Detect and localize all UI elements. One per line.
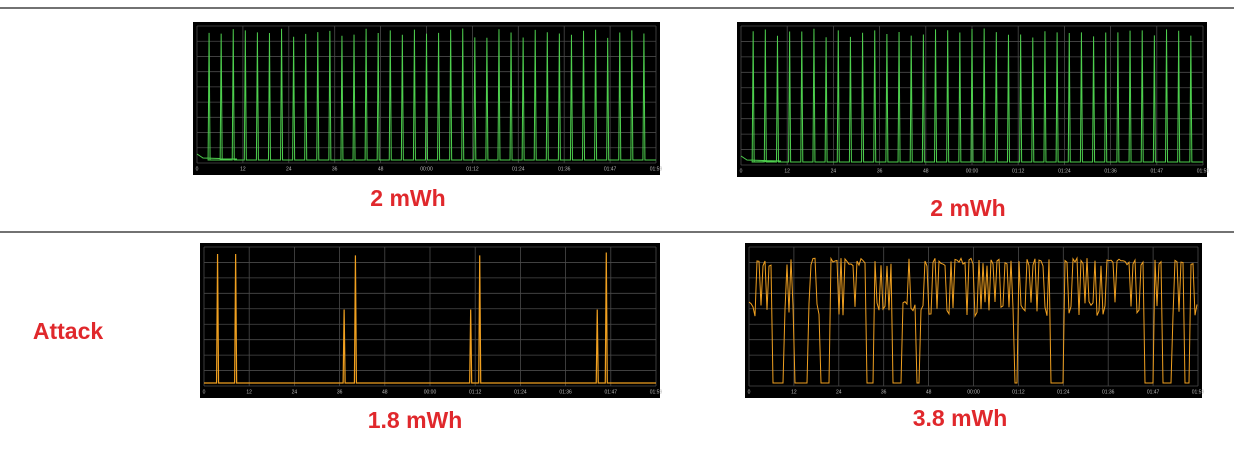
- tick-label: 0: [748, 389, 751, 395]
- tick-label: 01:47: [604, 166, 617, 172]
- tick-label: 01:59: [650, 166, 663, 172]
- tick-label: 36: [332, 166, 338, 172]
- panel-label: 2 mWh: [930, 195, 1005, 221]
- tick-label: 01:24: [512, 166, 525, 172]
- tick-label: 01:36: [1104, 168, 1117, 174]
- tick-label: 24: [292, 389, 298, 395]
- tick-label: 01:59: [650, 389, 663, 395]
- tick-label: 01:12: [469, 389, 482, 395]
- tick-label: 12: [246, 389, 252, 395]
- tick-label: 0: [196, 166, 199, 172]
- tick-label: 01:12: [1012, 168, 1025, 174]
- tick-label: 01:24: [1058, 168, 1071, 174]
- tick-label: 0: [203, 389, 206, 395]
- tick-label: 00:00: [424, 389, 437, 395]
- tick-label: 36: [877, 168, 883, 174]
- tick-label: 01:36: [559, 389, 572, 395]
- tick-label: 48: [926, 389, 932, 395]
- page: 2 mWh 2 mWh 1.8 mWh 3.8 mWh Attack 0 12 24…: [0, 0, 1234, 450]
- tick-label: 01:47: [605, 389, 618, 395]
- tick-label: 12: [240, 166, 246, 172]
- panel-label: 3.8 mWh: [913, 405, 1008, 431]
- tick-label: 01:59: [1197, 168, 1210, 174]
- tick-label: 24: [836, 389, 842, 395]
- panel-label: 2 mWh: [370, 185, 445, 211]
- tick-label: 48: [382, 389, 388, 395]
- figure: 2 mWh 2 mWh 1.8 mWh 3.8 mWh Attack 0 12 24…: [0, 0, 1234, 450]
- tick-label: 01:12: [1012, 389, 1025, 395]
- tick-label: 00:00: [420, 166, 433, 172]
- tick-label: 00:00: [967, 389, 980, 395]
- tick-label: 24: [831, 168, 837, 174]
- tick-label: 01:36: [1102, 389, 1115, 395]
- tick-label: 24: [286, 166, 292, 172]
- tick-label: 01:47: [1147, 389, 1160, 395]
- tick-label: 01:24: [514, 389, 527, 395]
- tick-label: 48: [923, 168, 929, 174]
- panel-label: 1.8 mWh: [368, 407, 463, 433]
- tick-label: 01:36: [558, 166, 571, 172]
- tick-label: 36: [881, 389, 887, 395]
- row-label: Attack: [33, 318, 104, 344]
- tick-label: 01:47: [1151, 168, 1164, 174]
- tick-label: 0: [740, 168, 743, 174]
- tick-label: 01:24: [1057, 389, 1070, 395]
- tick-label: 12: [791, 389, 797, 395]
- tick-label: 12: [784, 168, 790, 174]
- tick-label: 00:00: [966, 168, 979, 174]
- tick-label: 01:59: [1192, 389, 1205, 395]
- tick-label: 48: [378, 166, 384, 172]
- tick-label: 36: [337, 389, 343, 395]
- tick-label: 01:12: [466, 166, 479, 172]
